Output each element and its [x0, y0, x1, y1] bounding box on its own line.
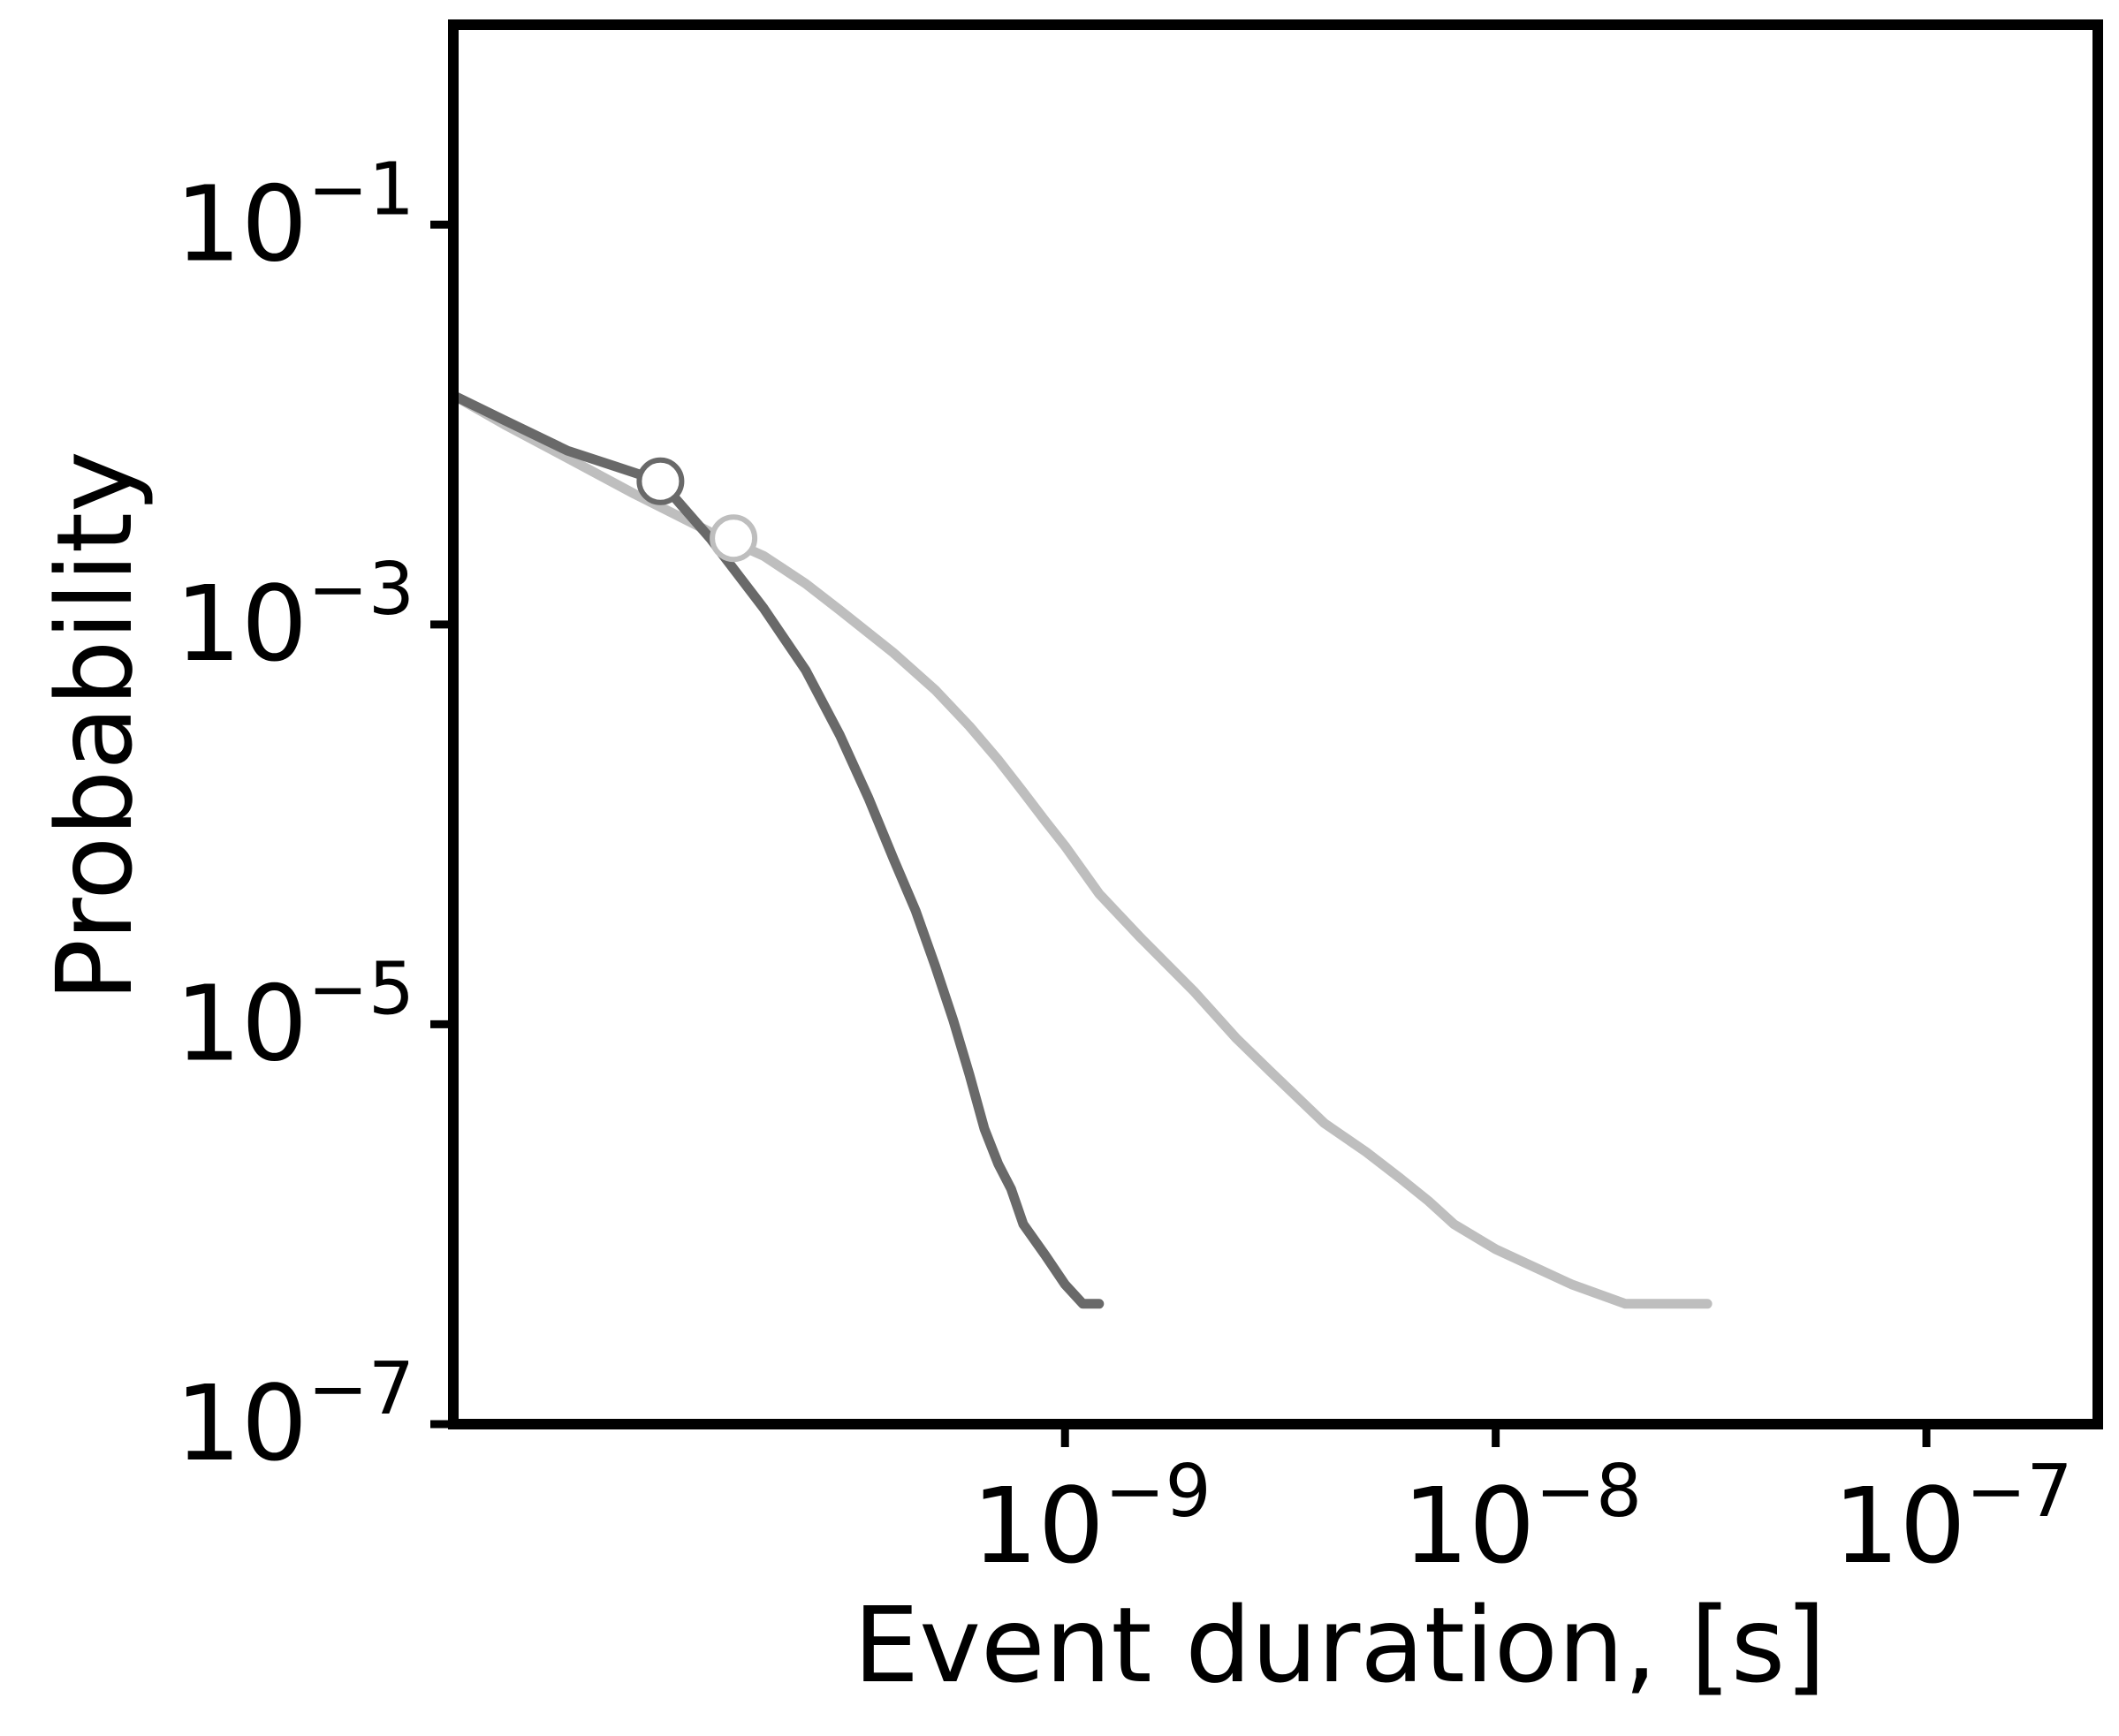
- series-marker-1: [710, 514, 758, 563]
- y-tick-label-4: 10−7: [175, 1347, 414, 1484]
- plot-frame: [448, 19, 2103, 1429]
- y-axis-ticks: 10−1 10−3 10−5 10−7: [175, 148, 453, 1484]
- series-line-2: [448, 390, 1105, 1309]
- y-tick-label-3: 10−5: [175, 947, 414, 1084]
- y-axis-label: Probability: [34, 451, 156, 1002]
- marker-layer: [636, 457, 758, 563]
- x-tick-label-1: 10−9: [972, 1450, 1211, 1587]
- x-tick-label-3: 10−7: [1834, 1450, 2073, 1587]
- x-axis-ticks: 10−9 10−8 10−7: [972, 1424, 2073, 1587]
- y-tick-label-1: 10−1: [175, 148, 414, 284]
- y-tick-label-2: 10−3: [175, 548, 414, 685]
- series-marker-2: [636, 457, 685, 505]
- x-axis-label: Event duration, [s]: [854, 1584, 1827, 1706]
- x-tick-label-2: 10−8: [1402, 1450, 1642, 1587]
- series-line-1: [448, 390, 1713, 1309]
- series-layer: [448, 390, 1713, 1309]
